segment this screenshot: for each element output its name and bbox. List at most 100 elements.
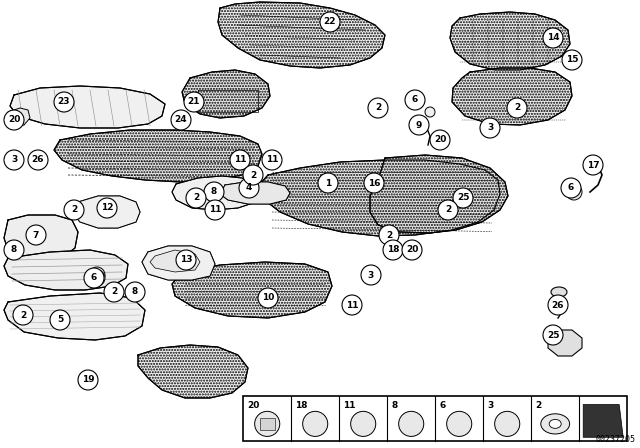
Text: 18: 18: [387, 246, 399, 254]
Polygon shape: [548, 330, 582, 356]
Circle shape: [361, 265, 381, 285]
Polygon shape: [220, 182, 290, 204]
Text: 20: 20: [434, 135, 446, 145]
Text: 10: 10: [262, 293, 274, 302]
Text: 2: 2: [250, 171, 256, 180]
Text: 8: 8: [132, 288, 138, 297]
Circle shape: [399, 411, 424, 436]
Circle shape: [4, 110, 24, 130]
Polygon shape: [150, 250, 200, 272]
Text: 22: 22: [324, 17, 336, 26]
Text: 2: 2: [20, 310, 26, 319]
Circle shape: [171, 110, 191, 130]
Text: 24: 24: [175, 116, 188, 125]
Text: 3: 3: [368, 271, 374, 280]
Text: 1: 1: [325, 178, 331, 188]
Circle shape: [543, 325, 563, 345]
Text: 2: 2: [535, 401, 541, 410]
Text: 2: 2: [445, 206, 451, 215]
Circle shape: [402, 240, 422, 260]
Circle shape: [364, 173, 384, 193]
Circle shape: [303, 411, 328, 436]
Circle shape: [383, 240, 403, 260]
Circle shape: [262, 150, 282, 170]
Text: 2: 2: [514, 103, 520, 112]
Polygon shape: [218, 2, 385, 68]
Polygon shape: [450, 12, 570, 70]
Polygon shape: [583, 405, 623, 437]
Polygon shape: [142, 246, 215, 280]
Polygon shape: [72, 196, 140, 228]
Circle shape: [186, 188, 206, 208]
Polygon shape: [258, 160, 500, 236]
Text: 19: 19: [82, 375, 94, 384]
Ellipse shape: [549, 419, 561, 428]
Circle shape: [548, 295, 568, 315]
Text: 11: 11: [209, 206, 221, 215]
Polygon shape: [452, 68, 572, 125]
Circle shape: [583, 155, 603, 175]
Circle shape: [97, 198, 117, 218]
Circle shape: [320, 12, 340, 32]
Circle shape: [204, 182, 224, 202]
Circle shape: [453, 188, 473, 208]
Text: 17: 17: [587, 160, 599, 169]
Text: 2: 2: [193, 194, 199, 202]
Text: 20: 20: [406, 246, 418, 254]
Polygon shape: [4, 250, 128, 290]
Text: 6: 6: [439, 401, 445, 410]
Text: 6: 6: [568, 184, 574, 193]
Text: 15: 15: [566, 56, 579, 65]
Circle shape: [430, 130, 450, 150]
Circle shape: [26, 225, 46, 245]
Text: 2: 2: [375, 103, 381, 112]
Text: 20: 20: [8, 116, 20, 125]
Circle shape: [425, 107, 435, 117]
Text: 00237205: 00237205: [596, 435, 636, 444]
Text: 8: 8: [211, 188, 217, 197]
Polygon shape: [172, 262, 332, 318]
Text: 2: 2: [71, 206, 77, 215]
Circle shape: [230, 150, 250, 170]
Circle shape: [104, 282, 124, 302]
Circle shape: [255, 411, 280, 436]
Circle shape: [125, 282, 145, 302]
Text: 18: 18: [295, 401, 308, 410]
Text: 25: 25: [547, 331, 559, 340]
Text: 11: 11: [346, 301, 358, 310]
Circle shape: [405, 90, 425, 110]
Circle shape: [54, 92, 74, 112]
Text: 9: 9: [416, 121, 422, 129]
Polygon shape: [172, 176, 260, 210]
Text: 8: 8: [11, 246, 17, 254]
Circle shape: [176, 250, 196, 270]
Circle shape: [566, 184, 582, 200]
Text: 8: 8: [391, 401, 397, 410]
Circle shape: [13, 305, 33, 325]
Polygon shape: [4, 215, 78, 262]
Text: 11: 11: [343, 401, 356, 410]
Circle shape: [351, 411, 376, 436]
Circle shape: [562, 50, 582, 70]
Circle shape: [409, 115, 429, 135]
Circle shape: [342, 295, 362, 315]
Text: 13: 13: [180, 255, 192, 264]
Text: 11: 11: [266, 155, 278, 164]
Circle shape: [184, 92, 204, 112]
Text: 6: 6: [91, 273, 97, 283]
Polygon shape: [370, 155, 508, 233]
Text: 2: 2: [111, 288, 117, 297]
Polygon shape: [4, 293, 145, 340]
Polygon shape: [10, 86, 165, 128]
Ellipse shape: [541, 414, 570, 434]
Polygon shape: [8, 108, 30, 126]
Text: 6: 6: [412, 95, 418, 104]
Text: 7: 7: [33, 231, 39, 240]
Text: 11: 11: [234, 155, 246, 164]
Circle shape: [543, 28, 563, 48]
Circle shape: [89, 267, 105, 283]
Bar: [243, 396, 627, 441]
Polygon shape: [260, 418, 275, 430]
Circle shape: [507, 98, 527, 118]
Text: 20: 20: [247, 401, 260, 410]
